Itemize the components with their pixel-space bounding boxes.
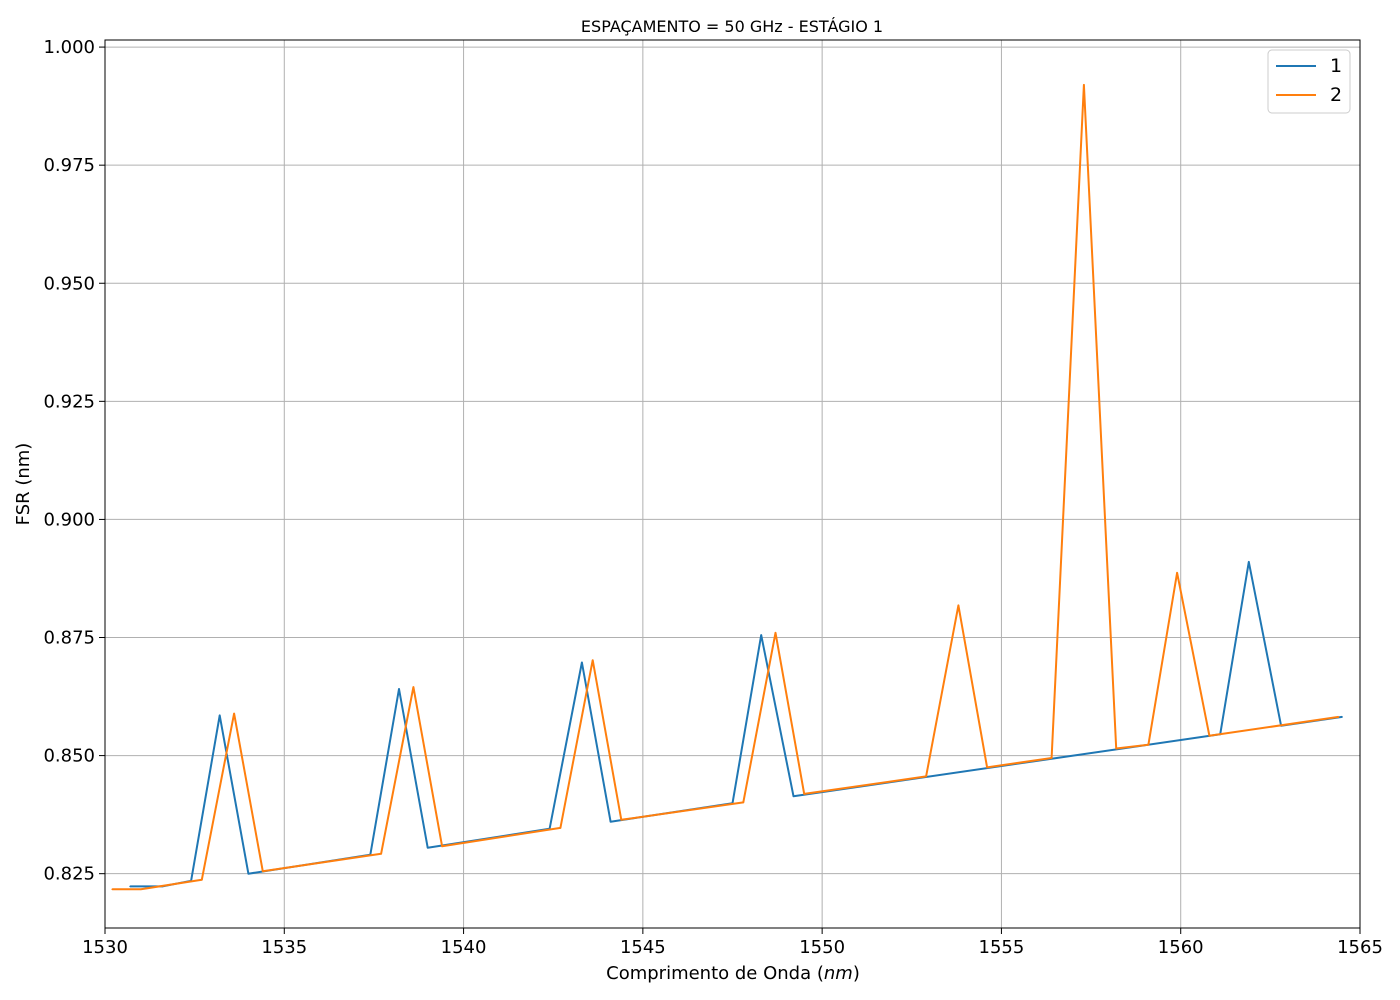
legend-label-series-2: 2 [1330,84,1342,106]
data-point [591,659,594,661]
data-point [1208,735,1211,737]
x-tick-label: 1550 [799,937,845,958]
data-point [129,885,131,888]
data-point [1248,561,1250,563]
data-point [925,775,927,778]
series-line-2 [112,83,1339,891]
x-tick-label: 1545 [620,937,666,958]
data-point [742,801,745,804]
data-point [620,819,623,821]
data-point [581,661,583,664]
x-tick-label: 1560 [1158,937,1204,958]
data-point [426,846,429,849]
legend: 1 2 [1267,49,1351,114]
y-tick-label: 0.925 [43,391,95,412]
data-point [111,888,113,891]
y-tick-label: 0.850 [43,746,95,767]
data-point [412,686,415,688]
x-tick-label: 1565 [1337,937,1383,958]
x-tick-label: 1530 [82,937,128,958]
plot-frame [104,39,1361,929]
data-point [201,879,203,881]
data-point [1115,747,1117,750]
data-point [262,870,264,873]
y-tick-label: 0.875 [43,628,95,649]
chart-title: ESPAÇAMENTO = 50 GHz - ESTÁGIO 1 [581,17,883,36]
data-point [803,793,805,795]
data-point [441,845,443,848]
data-point [140,888,142,891]
data-point [986,766,988,769]
data-point [559,827,562,829]
y-tick-label: 0.975 [43,155,95,176]
y-axis-label: FSR (nm) [13,443,34,526]
y-axis: 0.825 0.850 0.875 0.900 0.925 0.950 0.975 1.000 [43,37,105,885]
grid-lines [104,40,1361,928]
x-axis-label: Comprimento de Onda (nm) [606,963,860,984]
data-point [218,714,221,717]
x-tick-label: 1535 [261,937,307,958]
x-axis: 1530 1535 1540 1545 1550 1555 1560 1565 [82,928,1383,958]
y-tick-label: 1.000 [43,37,95,58]
data-point [760,634,762,636]
y-tick-label: 0.950 [43,273,95,294]
y-tick-label: 0.825 [43,864,95,885]
y-tick-label: 0.900 [43,509,95,530]
series-layer [111,83,1343,891]
series-points-2 [111,84,1340,891]
data-point [1147,743,1150,746]
x-tick-label: 1555 [979,937,1025,958]
data-point [380,853,382,855]
data-point [398,688,400,690]
x-tick-label: 1540 [441,937,487,958]
series-line-1 [130,560,1343,888]
data-point [1083,84,1085,86]
data-point [1176,572,1178,574]
data-point [1337,716,1340,718]
data-point [609,820,612,823]
data-point [774,632,777,634]
data-point [792,795,795,797]
data-point [233,712,235,715]
data-point [247,872,250,875]
data-point [1050,757,1053,759]
data-point [957,604,960,607]
legend-label-series-1: 1 [1330,55,1342,77]
data-point [1341,716,1343,718]
